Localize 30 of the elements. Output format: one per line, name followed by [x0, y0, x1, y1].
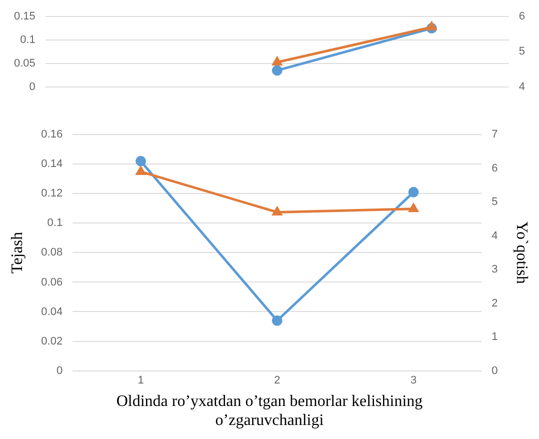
y2-tick-label: 4: [492, 230, 498, 242]
y-tick-label: 0.14: [41, 158, 63, 170]
y-tick-label: 0.04: [41, 306, 63, 318]
y2-tick-label: 0: [492, 364, 498, 377]
y2-tick-label: 5: [518, 46, 526, 58]
y2-tick-label: 6: [518, 10, 526, 23]
y2-tick-label: 7: [492, 128, 498, 141]
y-tick-label: 0.16: [41, 128, 63, 141]
y2-tick-label: 1: [492, 331, 498, 344]
y-tick-label: 0: [56, 364, 63, 377]
y2-tick-label: 5: [492, 196, 498, 208]
y-tick-label: 0.12: [41, 188, 63, 200]
y-axis-title: Tejash: [8, 232, 26, 274]
y2-axis-title: Yo`qotish: [513, 221, 530, 284]
y-tick-label: 0: [29, 80, 36, 93]
y2-tick-label: 4: [518, 80, 526, 93]
y-tick-label: 0.06: [41, 276, 63, 288]
y2-tick-label: 2: [492, 297, 498, 310]
y-tick-label: 0.05: [14, 57, 36, 70]
y2-tick-label: 6: [492, 162, 498, 174]
x-tick-label: 3: [410, 374, 417, 386]
x-tick-label: 2: [274, 374, 280, 386]
x-tick-label: 1: [138, 374, 144, 386]
y-tick-label: 0.1: [47, 217, 63, 230]
y-tick-label: 0.15: [14, 10, 36, 23]
y-tick-label: 0.02: [41, 335, 63, 348]
x-axis-title: Oldinda ro’yxatdan o’tgan bemorlar kelishining o’zgaruvchanligi: [115, 392, 424, 430]
y2-tick-label: 3: [492, 264, 498, 276]
y-tick-label: 0.1: [20, 34, 36, 46]
y-tick-label: 0.08: [41, 246, 63, 259]
